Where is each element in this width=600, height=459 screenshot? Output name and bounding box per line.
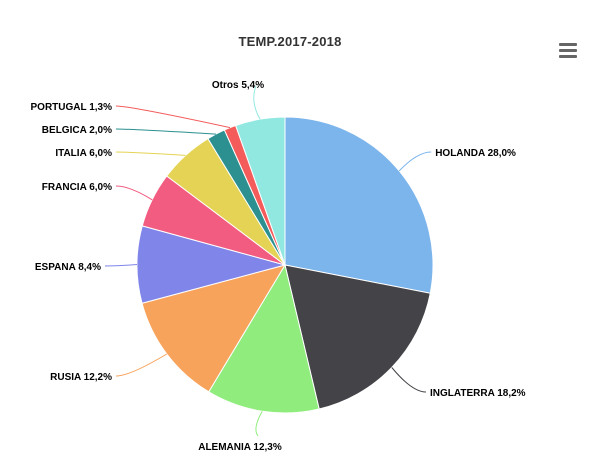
data-label-espana: ESPANA 8,4% [35, 262, 101, 273]
connector-alemania [255, 410, 263, 437]
data-label-belgica: BELGICA 2,0% [42, 125, 112, 136]
menu-bar-middle [559, 49, 577, 52]
connector-inglaterra [391, 367, 427, 393]
connector-espana [104, 264, 138, 267]
connector-francia [115, 185, 153, 201]
data-label-otros: Otros 5,4% [212, 80, 264, 91]
chart-title: TEMP.2017-2018 [238, 34, 342, 49]
pie-slice-holanda[interactable] [284, 116, 434, 294]
connector-belgica [115, 128, 217, 135]
data-label-italia: ITALIA 6,0% [55, 148, 112, 159]
data-labels: HOLANDA 28,0% INGLATERRA 18,2% ALEMANIA 12… [31, 80, 526, 453]
connector-otros [253, 85, 261, 120]
menu-bar-top [559, 43, 577, 46]
data-label-francia: FRANCIA 6,0% [42, 182, 112, 193]
connector-portugal [115, 105, 231, 129]
pie-slice-inglaterra[interactable] [284, 264, 431, 410]
data-label-portugal: PORTUGAL 1,3% [31, 102, 113, 113]
connector-rusia [115, 353, 168, 377]
label-connectors [104, 85, 432, 437]
hamburger-menu-icon[interactable] [556, 40, 580, 62]
menu-bar-bottom [559, 55, 577, 58]
connector-holanda [398, 151, 432, 172]
data-label-alemania: ALEMANIA 12,3% [198, 442, 282, 453]
data-label-rusia: RUSIA 12,2% [50, 372, 112, 383]
data-label-inglaterra: INGLATERRA 18,2% [430, 388, 526, 399]
data-label-holanda: HOLANDA 28,0% [435, 148, 516, 159]
pie-slice-otros[interactable] [235, 116, 286, 266]
pie-slices [136, 116, 434, 414]
connector-italia [115, 151, 186, 156]
